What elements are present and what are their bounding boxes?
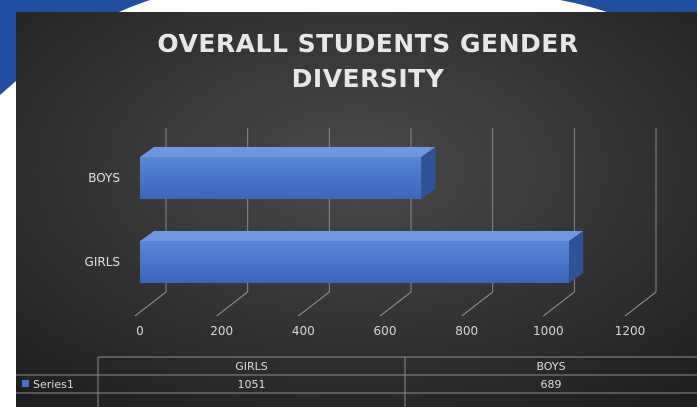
- x-tick-label: 400: [292, 324, 315, 338]
- chart-title-line-2: DIVERSITY: [292, 64, 445, 93]
- bar-end-face: [421, 147, 436, 199]
- category-labels: GIRLS BOYS: [85, 171, 120, 269]
- gridline-floor: [134, 291, 167, 317]
- bar-top-face: [140, 147, 436, 157]
- x-tick-labels: 0 200 400 600 800 1000 1200: [136, 324, 645, 338]
- x-tick-label: 600: [374, 324, 397, 338]
- legend-label-series1: Series1: [33, 378, 74, 391]
- gridline-floor: [379, 291, 412, 317]
- bar-top-face: [140, 231, 584, 241]
- chart-title-line-1: OVERALL STUDENTS GENDER: [157, 29, 578, 58]
- data-table: GIRLS 1051 BOYS 689 Series1: [16, 356, 697, 407]
- gridline-floor: [624, 291, 657, 317]
- x-tick-label: 200: [210, 324, 233, 338]
- x-tick-label: 1000: [533, 324, 564, 338]
- gridline-floor: [298, 291, 330, 317]
- category-label-boys: BOYS: [88, 171, 120, 185]
- table-value-girls: 1051: [238, 378, 266, 391]
- x-tick-label: 0: [136, 324, 144, 338]
- table-header-girls: GIRLS: [235, 360, 268, 373]
- bar-girls: [140, 231, 584, 283]
- bar-front-face: [140, 241, 570, 283]
- bars: [140, 147, 584, 283]
- bar-end-face: [569, 231, 584, 283]
- bar-front-face: [140, 157, 422, 199]
- x-tick-label: 800: [455, 324, 478, 338]
- gridline-floor: [216, 291, 248, 317]
- table-value-boys: 689: [541, 378, 562, 391]
- legend-key-series1: [22, 380, 29, 387]
- bar-boys: [140, 147, 436, 199]
- category-label-girls: GIRLS: [85, 255, 120, 269]
- table-header-boys: BOYS: [536, 360, 565, 373]
- gridline-floor: [543, 291, 575, 317]
- chart-background: [16, 12, 697, 407]
- gridline-floor: [461, 291, 493, 317]
- x-tick-label: 1200: [615, 324, 646, 338]
